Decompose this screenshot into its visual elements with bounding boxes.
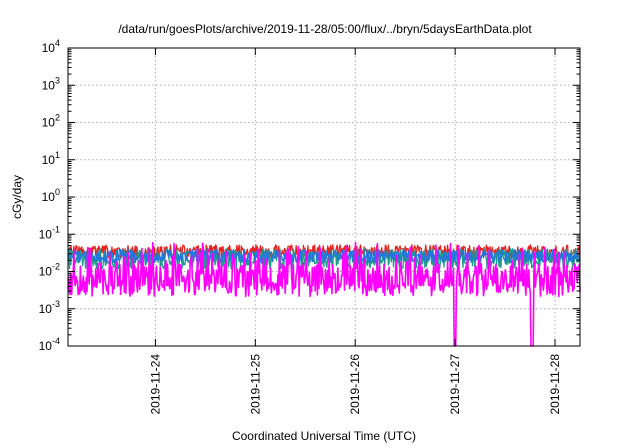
y-tick-label: 10-2 [39, 262, 60, 279]
y-axis: 10-4 10-3 10-2 10-1 100 101 102 103 104 [39, 38, 580, 353]
chart-title: /data/run/goesPlots/archive/2019-11-28/0… [118, 22, 532, 36]
x-tick-label: 2019-11-28 [548, 354, 562, 415]
series-line-4 [67, 241, 581, 347]
x-axis-label: Coordinated Universal Time (UTC) [232, 429, 416, 443]
y-tick-label: 103 [42, 75, 60, 92]
x-tick-label: 2019-11-26 [348, 354, 362, 415]
y-tick-label: 10-1 [39, 224, 60, 241]
y-axis-label: cGy/day [10, 175, 24, 219]
x-tick-label: 2019-11-27 [448, 354, 462, 415]
y-tick-label: 102 [42, 113, 60, 130]
grid [68, 48, 580, 346]
y-tick-label: 101 [42, 150, 60, 167]
y-tick-label: 10-3 [39, 299, 60, 316]
x-tick-label: 2019-11-25 [248, 354, 262, 415]
y-tick-label: 100 [42, 187, 60, 204]
series-group [67, 241, 581, 347]
y-tick-label: 10-4 [39, 336, 60, 353]
y-tick-label: 104 [42, 38, 60, 55]
x-tick-label: 2019-11-24 [148, 354, 162, 415]
x-axis: 2019-11-24 2019-11-25 2019-11-26 2019-11-27… [148, 48, 562, 415]
